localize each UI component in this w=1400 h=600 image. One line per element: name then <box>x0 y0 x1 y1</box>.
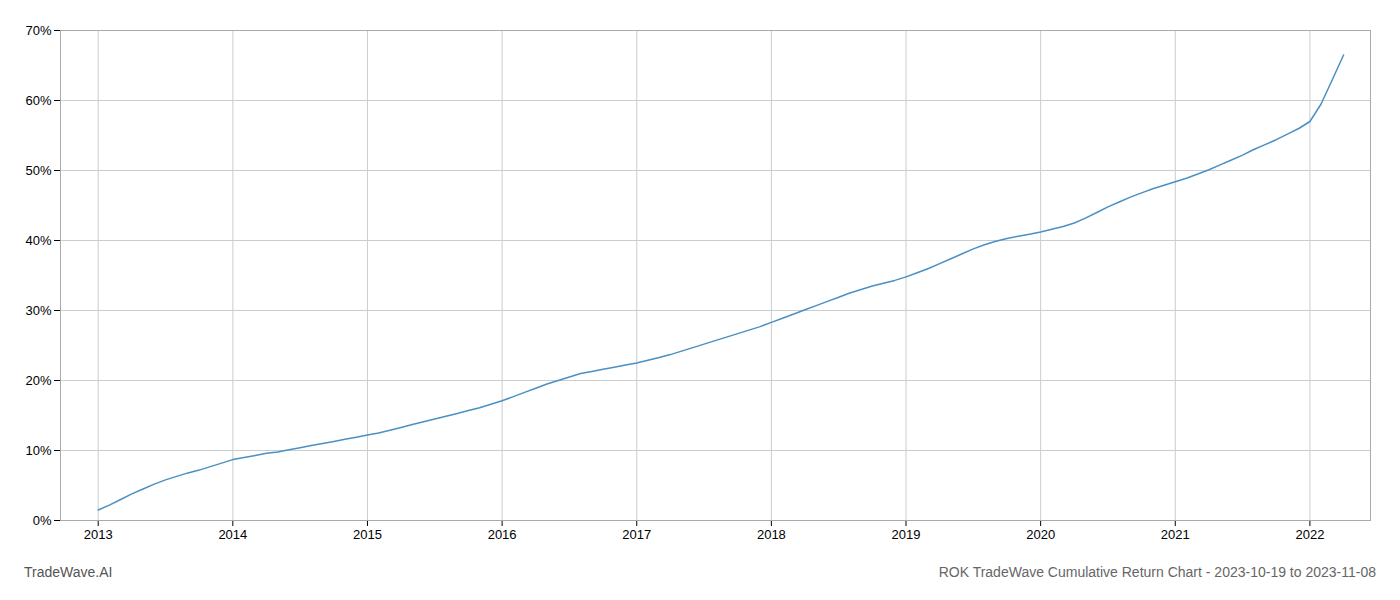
svg-text:2020: 2020 <box>1026 527 1055 542</box>
svg-text:2013: 2013 <box>84 527 113 542</box>
svg-text:10%: 10% <box>25 443 51 458</box>
svg-text:2015: 2015 <box>353 527 382 542</box>
svg-text:2019: 2019 <box>892 527 921 542</box>
svg-text:20%: 20% <box>25 373 51 388</box>
svg-text:40%: 40% <box>25 233 51 248</box>
svg-text:2016: 2016 <box>488 527 517 542</box>
svg-text:60%: 60% <box>25 93 51 108</box>
svg-text:2021: 2021 <box>1161 527 1190 542</box>
svg-text:70%: 70% <box>25 23 51 38</box>
svg-text:2022: 2022 <box>1295 527 1324 542</box>
svg-text:2017: 2017 <box>622 527 651 542</box>
svg-text:0%: 0% <box>33 513 52 528</box>
html-text:TradeWave.AI: TradeWave.AI <box>24 564 113 580</box>
svg-text:2018: 2018 <box>757 527 786 542</box>
svg-text:2014: 2014 <box>218 527 247 542</box>
html-text:ROK TradeWave Cumulative Retur: ROK TradeWave Cumulative Return Chart - … <box>938 564 1376 580</box>
svg-text:50%: 50% <box>25 163 51 178</box>
svg-text:30%: 30% <box>25 303 51 318</box>
